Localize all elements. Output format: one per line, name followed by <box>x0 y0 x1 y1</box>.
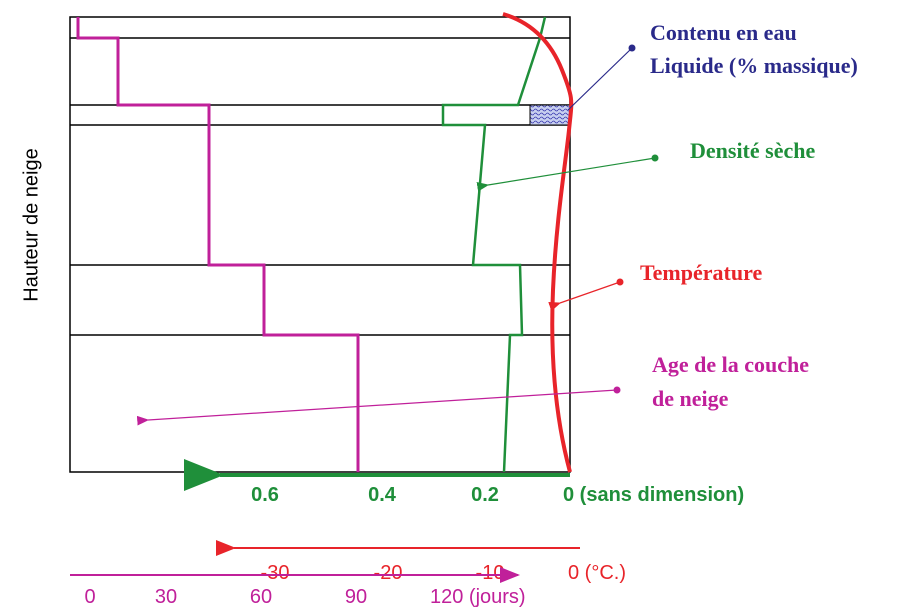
temperature-profile <box>502 12 574 473</box>
axis-label: 90 <box>345 586 367 608</box>
y-axis-label: Hauteur de neige <box>20 148 42 301</box>
pointer-dot <box>651 154 659 162</box>
annotation: Température <box>640 260 762 285</box>
axis-label: 120 (jours) <box>430 586 526 608</box>
liquid-content <box>529 104 571 126</box>
axis-label: 0.4 <box>368 484 397 506</box>
axis-label: -10 <box>476 562 505 584</box>
pointer-dot <box>628 44 636 52</box>
annotation: de neige <box>652 386 729 411</box>
axis-label: 0.2 <box>471 484 499 506</box>
annotation: Age de la couche <box>652 352 809 377</box>
pointer-dot <box>616 278 624 286</box>
age-profile <box>76 17 360 472</box>
axis-label: -30 <box>261 562 290 584</box>
pointer <box>136 389 618 426</box>
annotation: Liquide (% massique) <box>650 53 858 78</box>
pointer <box>476 157 656 192</box>
axis-label: 0 <box>84 586 95 608</box>
axis-label: 0.6 <box>251 484 279 506</box>
pointer-dot <box>613 386 621 394</box>
axis-label: 0 (sans dimension) <box>563 484 744 506</box>
density-profile <box>441 16 547 473</box>
axis-label: 0 (°C.) <box>568 562 626 584</box>
pointer <box>548 281 621 312</box>
pointer <box>567 47 633 111</box>
profile-frame <box>69 16 571 473</box>
axis-label: 60 <box>250 586 272 608</box>
annotation: Contenu en eau <box>650 20 797 45</box>
axis-label: 30 <box>155 586 177 608</box>
axis-label: -20 <box>374 562 403 584</box>
annotation: Densité sèche <box>690 138 815 163</box>
